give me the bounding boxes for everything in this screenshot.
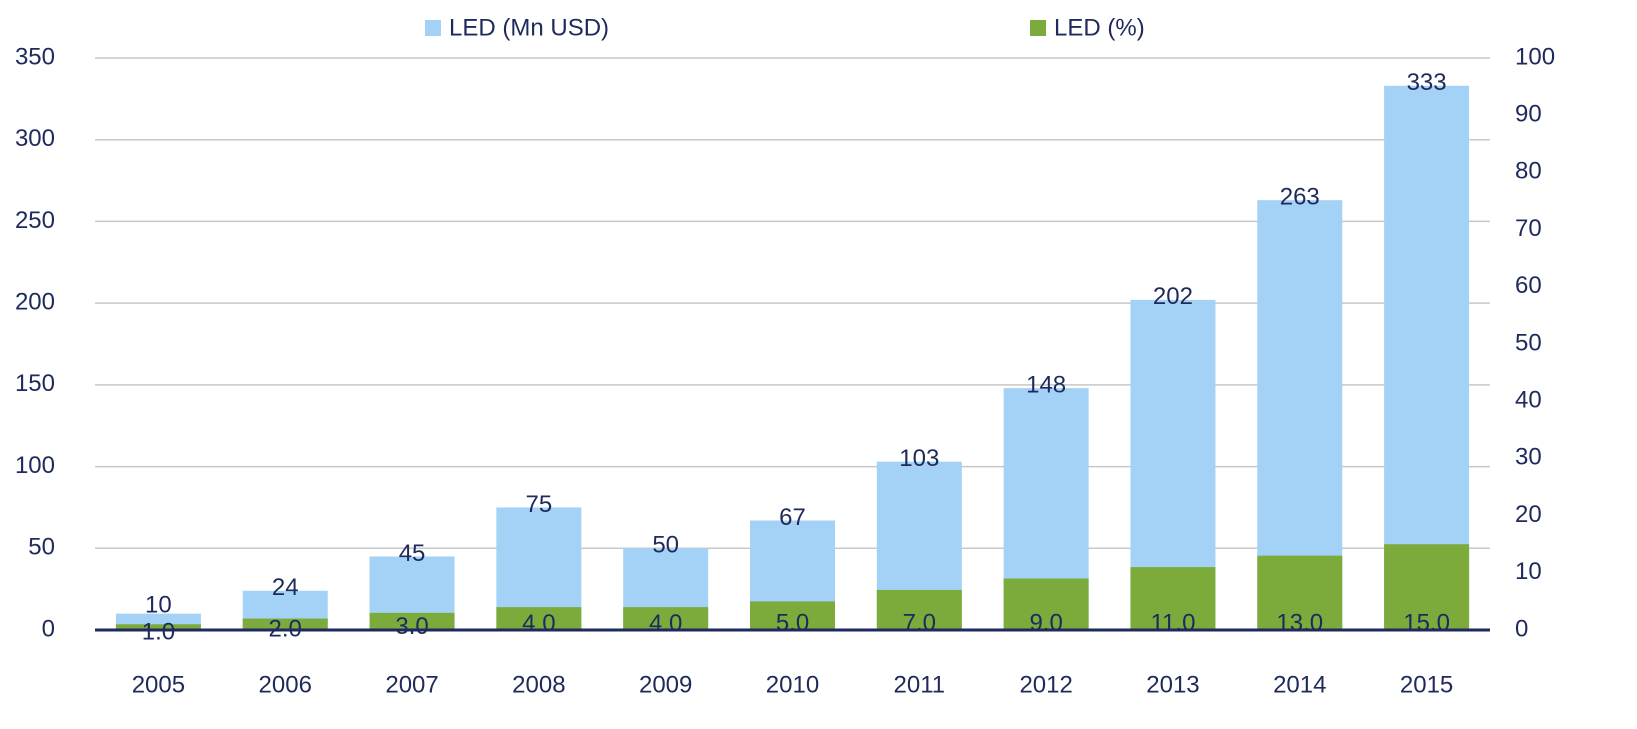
value-label: 4.0 bbox=[649, 610, 682, 637]
legend-swatch bbox=[1030, 20, 1046, 36]
bar bbox=[242, 618, 328, 630]
value-label: 333 bbox=[1407, 69, 1447, 96]
legend-swatch bbox=[425, 20, 441, 36]
bar bbox=[1130, 567, 1216, 630]
bar bbox=[876, 589, 962, 630]
y2-tick-label: 60 bbox=[1515, 272, 1542, 299]
value-label: 263 bbox=[1280, 184, 1320, 211]
bar bbox=[369, 612, 455, 630]
y-tick-label: 300 bbox=[15, 125, 55, 152]
value-label: 9.0 bbox=[1029, 609, 1062, 636]
legend-label: LED (%) bbox=[1054, 14, 1145, 41]
value-label: 1.0 bbox=[142, 618, 175, 645]
value-label: 24 bbox=[272, 574, 299, 601]
value-label: 5.0 bbox=[776, 609, 809, 636]
x-tick-label: 2015 bbox=[1400, 671, 1453, 698]
legend-label: LED (Mn USD) bbox=[449, 14, 609, 41]
value-label: 7.0 bbox=[903, 609, 936, 636]
y2-tick-label: 50 bbox=[1515, 329, 1542, 356]
y2-tick-label: 90 bbox=[1515, 101, 1542, 128]
x-tick-label: 2011 bbox=[894, 671, 946, 698]
x-tick-label: 2006 bbox=[259, 671, 312, 698]
value-label: 75 bbox=[526, 491, 553, 518]
value-label: 103 bbox=[899, 445, 939, 472]
bar bbox=[115, 624, 201, 630]
value-label: 11.0 bbox=[1150, 609, 1195, 636]
value-label: 10 bbox=[145, 591, 172, 618]
y2-tick-label: 0 bbox=[1515, 615, 1528, 642]
bar bbox=[1257, 555, 1343, 630]
y-tick-label: 100 bbox=[15, 452, 55, 479]
x-tick-label: 2008 bbox=[512, 671, 565, 698]
x-tick-label: 2014 bbox=[1273, 671, 1326, 698]
bar bbox=[1003, 578, 1089, 630]
bar bbox=[496, 607, 582, 630]
x-tick-label: 2010 bbox=[766, 671, 819, 698]
value-label: 67 bbox=[779, 504, 806, 531]
bar bbox=[623, 607, 709, 630]
value-label: 50 bbox=[652, 532, 679, 559]
y2-tick-label: 100 bbox=[1515, 43, 1555, 70]
y-tick-label: 150 bbox=[15, 370, 55, 397]
value-label: 3.0 bbox=[395, 613, 428, 640]
bar bbox=[750, 601, 835, 630]
y2-tick-label: 30 bbox=[1515, 444, 1542, 471]
value-label: 4.0 bbox=[522, 610, 555, 637]
x-tick-label: 2013 bbox=[1146, 671, 1199, 698]
value-label: 202 bbox=[1153, 283, 1193, 310]
y-tick-label: 0 bbox=[42, 615, 55, 642]
value-label: 148 bbox=[1026, 371, 1066, 398]
x-tick-label: 2007 bbox=[385, 671, 438, 698]
value-label: 45 bbox=[399, 540, 426, 567]
y2-tick-label: 70 bbox=[1515, 215, 1542, 242]
y-tick-label: 250 bbox=[15, 207, 55, 234]
y2-tick-label: 80 bbox=[1515, 158, 1542, 185]
y-tick-label: 50 bbox=[28, 534, 55, 561]
bar bbox=[1384, 85, 1470, 631]
x-tick-label: 2005 bbox=[132, 671, 185, 698]
y2-tick-label: 20 bbox=[1515, 501, 1542, 528]
x-tick-label: 2009 bbox=[639, 671, 692, 698]
y2-tick-label: 10 bbox=[1515, 558, 1542, 585]
y-tick-label: 200 bbox=[15, 288, 55, 315]
y-tick-label: 350 bbox=[15, 43, 55, 70]
value-label: 13.0 bbox=[1276, 609, 1323, 636]
y2-tick-label: 40 bbox=[1515, 387, 1542, 414]
x-tick-label: 2012 bbox=[1019, 671, 1072, 698]
bar bbox=[1384, 544, 1470, 630]
value-label: 15.0 bbox=[1403, 609, 1450, 636]
